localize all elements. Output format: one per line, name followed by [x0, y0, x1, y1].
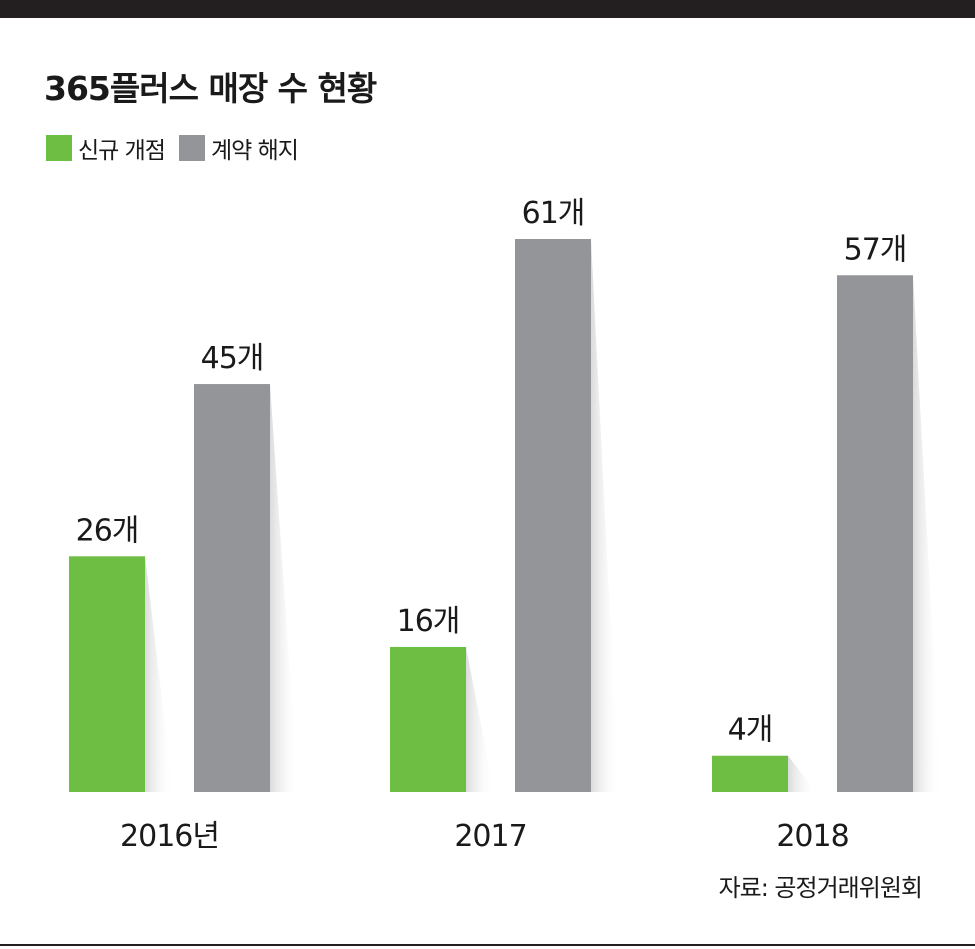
bottom-rule [0, 944, 975, 946]
legend-label-new: 신규 개점 [78, 138, 166, 164]
data-label: 26개 [76, 513, 139, 548]
bar-new-2 [712, 755, 788, 792]
bar-shadow [591, 239, 619, 792]
bar-closed-2 [837, 275, 913, 792]
data-label: 16개 [397, 604, 460, 639]
top-bar [0, 0, 975, 18]
x-tick-label: 2016년 [120, 819, 219, 854]
data-label: 57개 [844, 232, 907, 267]
chart-title: 365플러스 매장 수 현황 [44, 69, 377, 108]
bar-shadow [913, 275, 941, 792]
bar-shadow [270, 384, 298, 792]
source-note: 자료: 공정거래위원회 [718, 874, 923, 902]
bar-new-0 [69, 556, 145, 792]
bar-closed-0 [194, 384, 270, 792]
legend-item-new: 신규 개점 [46, 131, 166, 165]
legend: 신규 개점 계약 해지 [46, 132, 312, 164]
legend-swatch-closed [178, 135, 205, 161]
data-label: 45개 [201, 341, 264, 376]
bar-shadow [788, 755, 816, 792]
bar-shadow [145, 556, 173, 792]
x-tick-label: 2018 [776, 819, 848, 854]
bar-closed-1 [515, 239, 591, 792]
bar-new-1 [390, 646, 466, 792]
legend-label-closed: 계약 해지 [210, 138, 299, 164]
data-label: 4개 [728, 713, 773, 748]
data-label: 61개 [522, 196, 585, 231]
legend-swatch-new [46, 135, 72, 161]
bar-shadow [466, 646, 494, 792]
legend-item-closed: 계약 해지 [178, 131, 299, 165]
x-tick-label: 2017 [454, 819, 526, 854]
